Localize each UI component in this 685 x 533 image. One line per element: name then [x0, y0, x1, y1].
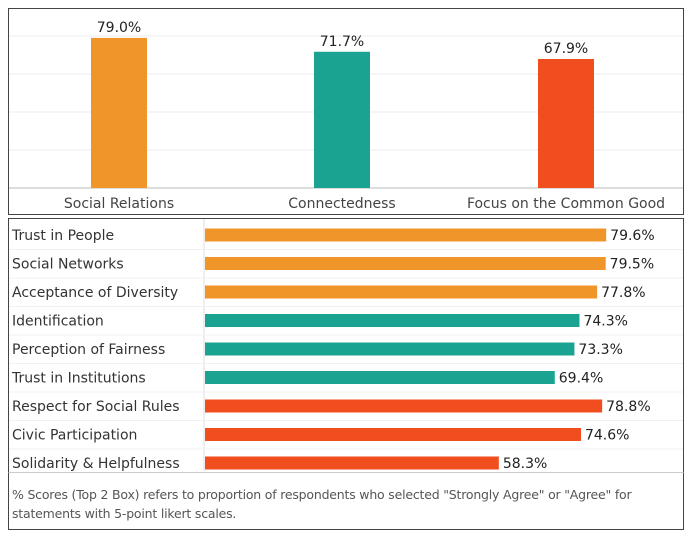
bar: [91, 37, 147, 189]
data-label: 69.4%: [559, 371, 603, 387]
item-label: Civic Participation: [12, 428, 137, 444]
bar: [205, 456, 499, 470]
item-label: Trust in People: [11, 228, 114, 244]
bar: [205, 399, 603, 413]
category-label: Focus on the Common Good: [467, 196, 665, 212]
bar: [205, 257, 606, 270]
data-label: 58.3%: [503, 456, 547, 472]
item-label: Acceptance of Diversity: [12, 285, 178, 301]
top-chart-frame: [8, 8, 684, 215]
bar: [205, 371, 555, 384]
category-label: Connectedness: [288, 196, 395, 212]
data-label: 67.9%: [544, 41, 588, 57]
data-label: 79.0%: [97, 20, 141, 36]
data-label: 79.6%: [610, 228, 654, 244]
bar: [205, 428, 581, 441]
item-label: Trust in Institutions: [11, 371, 146, 387]
bar: [538, 58, 594, 188]
data-label: 71.7%: [320, 34, 364, 50]
data-label: 78.8%: [606, 399, 650, 415]
bar: [205, 342, 575, 356]
category-label: Social Relations: [64, 196, 174, 212]
data-label: 79.5%: [610, 257, 654, 273]
footnote: % Scores (Top 2 Box) refers to proportio…: [8, 472, 684, 530]
item-label: Respect for Social Rules: [12, 399, 180, 415]
item-label: Perception of Fairness: [12, 342, 165, 358]
data-label: 73.3%: [578, 342, 622, 358]
item-label: Solidarity & Helpfulness: [12, 456, 180, 472]
item-bar-chart: Trust in People 79.6% Social Networks 79.5%…: [9, 219, 683, 472]
bar: [205, 314, 580, 327]
data-label: 77.8%: [601, 285, 645, 301]
item-label: Social Networks: [12, 257, 124, 273]
category-bar-chart: 79.0% Social Relations 71.7% Connectedness 6…: [9, 20, 683, 212]
data-label: 74.6%: [585, 428, 629, 444]
item-label: Identification: [12, 314, 104, 330]
bar: [205, 285, 598, 299]
data-label: 74.3%: [583, 314, 627, 330]
bar: [314, 51, 370, 188]
bar: [205, 228, 607, 242]
